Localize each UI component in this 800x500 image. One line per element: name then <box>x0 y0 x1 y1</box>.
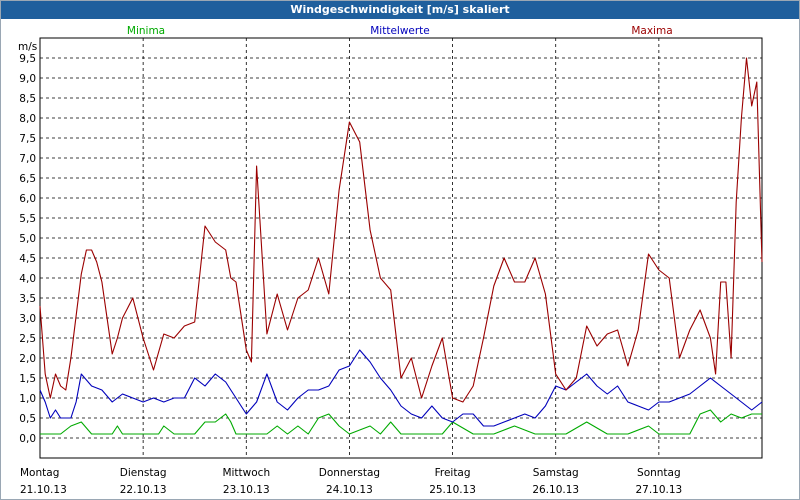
legend-maxima: Maxima <box>631 25 672 37</box>
y-tick-label: 8,5 <box>19 93 36 105</box>
x-tick-day: Montag <box>20 467 59 479</box>
x-tick-day: Freitag <box>435 467 471 479</box>
y-tick-label: 5,0 <box>19 233 36 245</box>
y-tick-label: 2,0 <box>19 353 36 365</box>
y-tick-label: 4,5 <box>19 253 36 265</box>
x-tick-date: 23.10.13 <box>223 484 270 496</box>
series-line-maxima <box>39 57 763 403</box>
x-tick-day: Donnerstag <box>319 467 380 479</box>
y-tick-label: 9,0 <box>19 73 36 85</box>
x-tick-date: 24.10.13 <box>326 484 373 496</box>
legend-minima: Minima <box>127 25 165 37</box>
y-tick-label: 4,0 <box>19 273 36 285</box>
y-tick-label: 7,0 <box>19 153 36 165</box>
x-tick-date: 22.10.13 <box>120 484 167 496</box>
series-line-mittelwerte <box>39 349 763 427</box>
y-tick-label: 6,5 <box>19 173 36 185</box>
y-tick-label: 6,0 <box>19 193 36 205</box>
y-tick-label: 9,5 <box>19 53 36 65</box>
y-axis-label: m/s <box>18 41 37 53</box>
y-tick-label: 3,0 <box>19 313 36 325</box>
x-tick-date: 21.10.13 <box>20 484 67 496</box>
y-tick-label: 2,5 <box>19 333 36 345</box>
x-tick-day: Sonntag <box>637 467 681 479</box>
y-tick-label: 3,5 <box>19 293 36 305</box>
legend-mittelwerte: Mittelwerte <box>370 25 430 37</box>
y-tick-label: 1,0 <box>19 393 36 405</box>
y-tick-label: 0,5 <box>19 413 36 425</box>
x-tick-day: Samstag <box>533 467 579 479</box>
x-tick-day: Mittwoch <box>222 467 270 479</box>
x-tick-day: Dienstag <box>120 467 167 479</box>
series-line-minima <box>40 409 762 435</box>
y-tick-label: 8,0 <box>19 113 36 125</box>
x-tick-date: 26.10.13 <box>532 484 579 496</box>
x-tick-date: 25.10.13 <box>429 484 476 496</box>
plot-area <box>39 37 763 459</box>
y-tick-label: 7,5 <box>19 133 36 145</box>
window-title: Windgeschwindigkeit [m/s] skaliert <box>1 1 799 19</box>
y-tick-label: 5,5 <box>19 213 36 225</box>
y-tick-label: 1,5 <box>19 373 36 385</box>
x-tick-date: 27.10.13 <box>635 484 682 496</box>
y-tick-label: 0,0 <box>19 433 36 445</box>
